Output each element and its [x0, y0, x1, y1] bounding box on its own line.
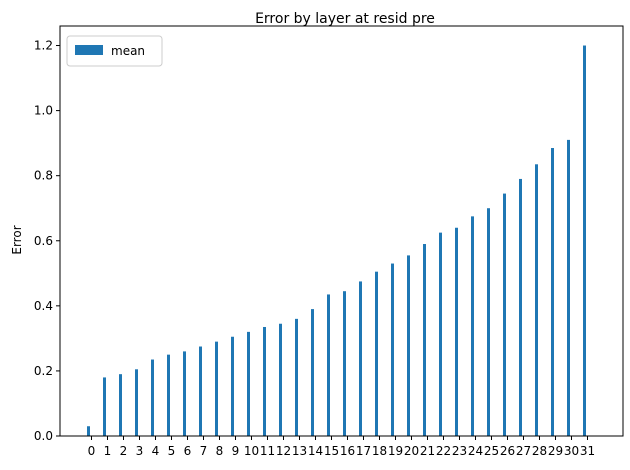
- x-tick-label-19: 19: [388, 444, 403, 458]
- x-tick-label-23: 23: [452, 444, 467, 458]
- y-tick-label-1: 0.2: [34, 364, 53, 378]
- x-tick-label-25: 25: [484, 444, 499, 458]
- x-tick-label-18: 18: [372, 444, 387, 458]
- bar-2: [119, 374, 122, 436]
- bar-1: [103, 377, 106, 436]
- x-tick-label-1: 1: [104, 444, 112, 458]
- x-tick-label-6: 6: [184, 444, 192, 458]
- y-tick-label-6: 1.2: [34, 39, 53, 53]
- x-tick-label-30: 30: [564, 444, 579, 458]
- x-tick-label-9: 9: [232, 444, 240, 458]
- x-tick-label-3: 3: [136, 444, 144, 458]
- y-axis-label: Error: [10, 225, 24, 254]
- y-tick-label-5: 1.0: [34, 104, 53, 118]
- x-tick-label-17: 17: [356, 444, 371, 458]
- bar-4: [151, 359, 154, 436]
- x-tick-label-8: 8: [216, 444, 224, 458]
- bar-31: [583, 45, 586, 437]
- x-tick-label-24: 24: [468, 444, 483, 458]
- bar-8: [215, 341, 218, 436]
- bar-3: [135, 369, 138, 436]
- x-tick-label-26: 26: [500, 444, 515, 458]
- bar-30: [567, 139, 570, 436]
- x-tick-label-11: 11: [260, 444, 275, 458]
- x-tick-label-10: 10: [244, 444, 259, 458]
- y-tick-label-2: 0.4: [34, 299, 53, 313]
- bar-23: [455, 227, 458, 436]
- x-ticks: 0 1 2 3 4 5 6 7 8 9 10 11 12 13 14 15 16 17 18 19 20 21 22 23 24…: [88, 436, 595, 458]
- x-tick-label-22: 22: [436, 444, 451, 458]
- bar-13: [295, 318, 298, 436]
- x-tick-label-12: 12: [276, 444, 291, 458]
- bar-9: [231, 336, 234, 436]
- bar-29: [551, 148, 554, 436]
- x-tick-label-20: 20: [404, 444, 419, 458]
- bar-11: [263, 326, 266, 436]
- chart-title: Error by layer at resid pre: [255, 11, 435, 27]
- bar-16: [343, 291, 346, 436]
- bar-26: [503, 193, 506, 436]
- legend-label: mean: [111, 44, 145, 58]
- y-ticks: 0.0 0.2 0.4 0.6 0.8 1.0 1.2: [34, 39, 60, 443]
- bars-group: [87, 45, 586, 437]
- bar-21: [423, 244, 426, 436]
- x-tick-label-4: 4: [152, 444, 160, 458]
- plot-frame: [59, 25, 624, 437]
- x-tick-label-16: 16: [340, 444, 355, 458]
- x-tick-label-7: 7: [200, 444, 208, 458]
- bar-27: [519, 178, 522, 436]
- legend-swatch: [75, 45, 103, 55]
- bar-14: [311, 309, 314, 436]
- x-tick-label-15: 15: [324, 444, 339, 458]
- bar-24: [471, 216, 474, 436]
- bar-5: [167, 354, 170, 436]
- bar-28: [535, 164, 538, 437]
- x-tick-label-21: 21: [420, 444, 435, 458]
- bar-25: [487, 208, 490, 436]
- x-tick-label-5: 5: [168, 444, 176, 458]
- legend-box: [66, 35, 163, 67]
- bar-6: [183, 351, 186, 436]
- bar-18: [375, 271, 378, 436]
- y-tick-label-0: 0.0: [34, 429, 53, 443]
- x-tick-label-13: 13: [292, 444, 307, 458]
- bar-17: [359, 281, 362, 436]
- bar-10: [247, 331, 250, 436]
- bar-22: [439, 232, 442, 436]
- x-tick-label-14: 14: [308, 444, 323, 458]
- x-tick-label-2: 2: [120, 444, 128, 458]
- legend: mean: [66, 35, 163, 67]
- bar-12: [279, 323, 282, 436]
- x-tick-label-0: 0: [88, 444, 96, 458]
- x-tick-label-29: 29: [548, 444, 563, 458]
- x-tick-label-27: 27: [516, 444, 531, 458]
- bar-15: [327, 294, 330, 436]
- y-tick-label-3: 0.6: [34, 234, 53, 248]
- bar-0: [87, 426, 90, 436]
- bar-19: [391, 263, 394, 436]
- bar-7: [199, 346, 202, 436]
- x-tick-label-31: 31: [580, 444, 595, 458]
- x-tick-label-28: 28: [532, 444, 547, 458]
- bar-20: [407, 255, 410, 436]
- y-tick-label-4: 0.8: [34, 169, 53, 183]
